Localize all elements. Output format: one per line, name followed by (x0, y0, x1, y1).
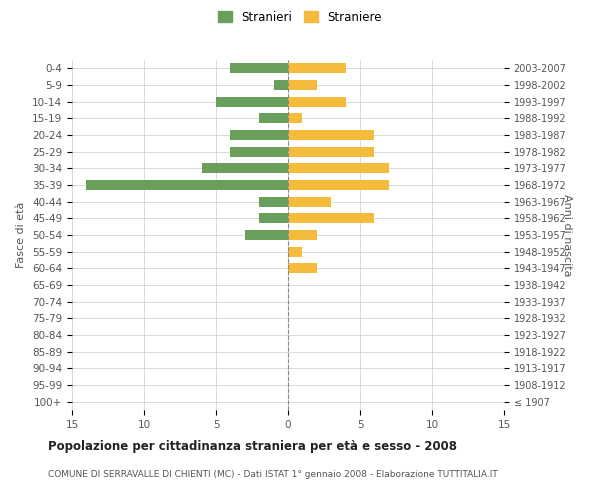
Text: Popolazione per cittadinanza straniera per età e sesso - 2008: Popolazione per cittadinanza straniera p… (48, 440, 457, 453)
Bar (288, 96, 346, 106)
Bar (288, 64, 346, 74)
Bar (274, 80, 288, 90)
Bar (216, 96, 288, 106)
Bar (230, 130, 288, 140)
Bar (86, 180, 288, 190)
Bar (288, 214, 374, 224)
Bar (288, 264, 317, 274)
Text: COMUNE DI SERRAVALLE DI CHIENTI (MC) - Dati ISTAT 1° gennaio 2008 - Elaborazione: COMUNE DI SERRAVALLE DI CHIENTI (MC) - D… (48, 470, 498, 479)
Bar (288, 196, 331, 206)
Bar (230, 64, 288, 74)
Bar (245, 230, 288, 240)
Bar (288, 246, 302, 256)
Bar (259, 196, 288, 206)
Bar (288, 146, 374, 156)
Bar (288, 114, 302, 124)
Bar (288, 80, 317, 90)
Bar (288, 130, 374, 140)
Bar (288, 164, 389, 173)
Bar (288, 230, 317, 240)
Bar (259, 114, 288, 124)
Bar (230, 146, 288, 156)
Bar (202, 164, 288, 173)
Y-axis label: Fasce di età: Fasce di età (16, 202, 26, 268)
Bar (259, 214, 288, 224)
Y-axis label: Anni di nascita: Anni di nascita (562, 194, 572, 276)
Bar (288, 180, 389, 190)
Legend: Stranieri, Straniere: Stranieri, Straniere (213, 6, 387, 28)
